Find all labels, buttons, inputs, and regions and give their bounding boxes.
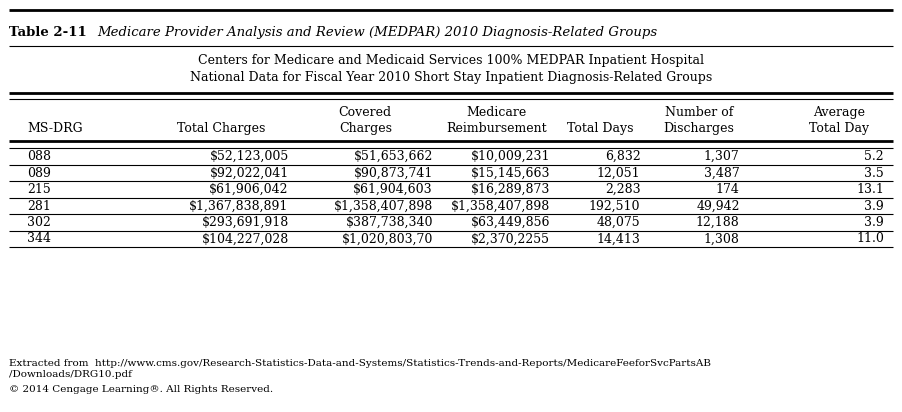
Text: $51,653,662: $51,653,662 bbox=[354, 150, 433, 163]
Text: $1,358,407,898: $1,358,407,898 bbox=[451, 199, 550, 213]
Text: 1,308: 1,308 bbox=[704, 232, 740, 246]
Text: $1,358,407,898: $1,358,407,898 bbox=[334, 199, 433, 213]
Text: Total Charges: Total Charges bbox=[177, 122, 265, 135]
Text: /Downloads/DRG10.pdf: /Downloads/DRG10.pdf bbox=[9, 370, 132, 379]
Text: $61,906,042: $61,906,042 bbox=[209, 183, 289, 196]
Text: Discharges: Discharges bbox=[664, 122, 734, 135]
Text: 088: 088 bbox=[27, 150, 51, 163]
Text: 344: 344 bbox=[27, 232, 51, 246]
Text: $1,020,803,70: $1,020,803,70 bbox=[342, 232, 433, 246]
Text: Number of: Number of bbox=[665, 106, 733, 119]
Text: 3,487: 3,487 bbox=[704, 166, 740, 180]
Text: Total Day: Total Day bbox=[809, 122, 869, 135]
Text: $2,370,2255: $2,370,2255 bbox=[471, 232, 550, 246]
Text: $16,289,873: $16,289,873 bbox=[471, 183, 550, 196]
Text: 215: 215 bbox=[27, 183, 51, 196]
Text: 281: 281 bbox=[27, 199, 51, 213]
Text: 11.0: 11.0 bbox=[856, 232, 884, 246]
Text: 49,942: 49,942 bbox=[696, 199, 740, 213]
Text: 2,283: 2,283 bbox=[605, 183, 640, 196]
Text: $92,022,041: $92,022,041 bbox=[209, 166, 289, 180]
Text: Charges: Charges bbox=[339, 122, 391, 135]
Text: Table 2-11: Table 2-11 bbox=[9, 26, 87, 40]
Text: © 2014 Cengage Learning®. All Rights Reserved.: © 2014 Cengage Learning®. All Rights Res… bbox=[9, 385, 273, 394]
Text: National Data for Fiscal Year 2010 Short Stay Inpatient Diagnosis-Related Groups: National Data for Fiscal Year 2010 Short… bbox=[190, 71, 712, 84]
Text: Medicare: Medicare bbox=[466, 106, 526, 119]
Text: 48,075: 48,075 bbox=[597, 216, 640, 229]
Text: 1,307: 1,307 bbox=[704, 150, 740, 163]
Text: Reimbursement: Reimbursement bbox=[446, 122, 547, 135]
Text: $10,009,231: $10,009,231 bbox=[471, 150, 550, 163]
Text: 6,832: 6,832 bbox=[604, 150, 640, 163]
Text: Total Days: Total Days bbox=[566, 122, 633, 135]
Text: 14,413: 14,413 bbox=[596, 232, 640, 246]
Text: 089: 089 bbox=[27, 166, 51, 180]
Text: 3.5: 3.5 bbox=[864, 166, 884, 180]
Text: 13.1: 13.1 bbox=[856, 183, 884, 196]
Text: $63,449,856: $63,449,856 bbox=[471, 216, 550, 229]
Text: Centers for Medicare and Medicaid Services 100% MEDPAR Inpatient Hospital: Centers for Medicare and Medicaid Servic… bbox=[198, 54, 704, 68]
Text: 192,510: 192,510 bbox=[589, 199, 640, 213]
Text: 3.9: 3.9 bbox=[864, 216, 884, 229]
Text: 5.2: 5.2 bbox=[864, 150, 884, 163]
Text: 12,051: 12,051 bbox=[597, 166, 640, 180]
Text: $387,738,340: $387,738,340 bbox=[345, 216, 433, 229]
Text: MS-DRG: MS-DRG bbox=[27, 122, 83, 135]
Text: Average: Average bbox=[813, 106, 865, 119]
Text: 3.9: 3.9 bbox=[864, 199, 884, 213]
Text: Medicare Provider Analysis and Review (MEDPAR) 2010 Diagnosis-Related Groups: Medicare Provider Analysis and Review (M… bbox=[97, 26, 658, 40]
Text: 302: 302 bbox=[27, 216, 51, 229]
Text: $104,227,028: $104,227,028 bbox=[201, 232, 289, 246]
Text: Covered: Covered bbox=[339, 106, 391, 119]
Text: $293,691,918: $293,691,918 bbox=[201, 216, 289, 229]
Text: $15,145,663: $15,145,663 bbox=[471, 166, 550, 180]
Text: Extracted from  http://www.cms.gov/Research-Statistics-Data-and-Systems/Statisti: Extracted from http://www.cms.gov/Resear… bbox=[9, 359, 711, 368]
Text: $52,123,005: $52,123,005 bbox=[209, 150, 289, 163]
Text: 174: 174 bbox=[716, 183, 740, 196]
Text: $1,367,838,891: $1,367,838,891 bbox=[189, 199, 289, 213]
Text: $90,873,741: $90,873,741 bbox=[354, 166, 433, 180]
Text: $61,904,603: $61,904,603 bbox=[354, 183, 433, 196]
Text: 12,188: 12,188 bbox=[695, 216, 740, 229]
